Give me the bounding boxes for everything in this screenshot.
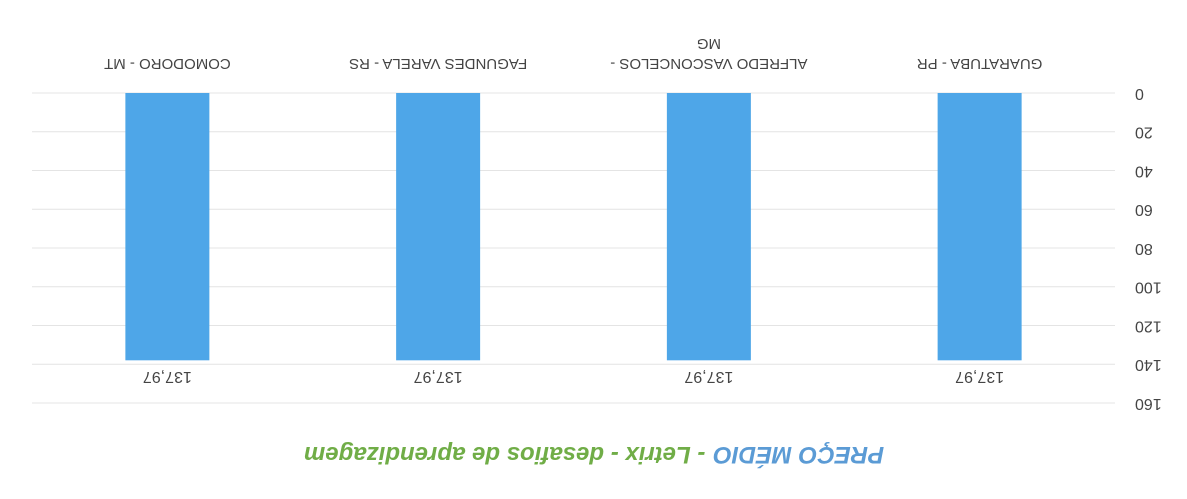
title-part: - Letrix - desafios de aprendizagem [304,441,705,468]
y-tick-label: 100 [1135,279,1162,296]
y-tick-label: 60 [1135,201,1153,218]
data-label: 137,97 [143,368,192,385]
bar [937,93,1022,361]
bar [666,93,751,361]
y-tick-label: 0 [1135,85,1144,102]
data-label: 137,97 [955,368,1004,385]
chart-title: PREÇO MÉDIO - Letrix - desafios de aprend… [304,441,884,469]
y-tick-label: 20 [1135,124,1153,141]
bar [125,93,210,361]
title-part: PREÇO MÉDIO [713,441,884,469]
x-tick-label: ALFREDO VASCONCELOS -MG [610,35,807,72]
x-tick-label: FAGUNDES VARELA - RS [349,55,527,72]
data-label: 137,97 [414,368,463,385]
y-tick-label: 140 [1135,356,1162,373]
bar [396,93,481,361]
y-tick-label: 40 [1135,162,1153,179]
x-tick-label: COMODORO - MT [104,55,231,72]
y-tick-label: 160 [1135,395,1162,412]
x-tick-label: GUARATUBA - PR [917,55,1043,72]
y-tick-label: 80 [1135,240,1153,257]
y-tick-label: 120 [1135,317,1162,334]
data-label: 137,97 [684,368,733,385]
